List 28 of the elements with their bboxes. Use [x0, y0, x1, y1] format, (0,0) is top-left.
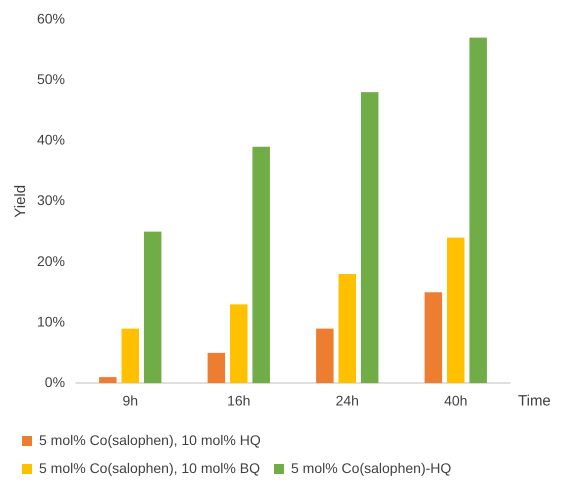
bar	[208, 352, 226, 384]
y-tick-label: 40%	[36, 132, 66, 148]
bar	[469, 38, 487, 384]
y-tick-label: 20%	[36, 252, 66, 269]
bar	[316, 328, 334, 384]
bar	[122, 328, 140, 384]
y-tick-label: 10%	[36, 313, 66, 330]
bar	[144, 232, 162, 384]
bar	[360, 92, 378, 384]
x-tick-label: 24h	[336, 392, 359, 408]
x-tick-label: 16h	[227, 392, 250, 408]
bar	[230, 304, 248, 384]
y-axis-title: Yield	[12, 184, 30, 218]
legend-label: 5 mol% Co(salophen), 10 mol% HQ	[39, 432, 261, 448]
bar	[424, 292, 442, 384]
bar	[338, 274, 356, 384]
y-tick-label: 30%	[36, 192, 66, 208]
legend-label: 5 mol% Co(salophen), 10 mol% BQ	[39, 460, 260, 476]
bar	[447, 238, 464, 384]
x-tick-label: 9h	[122, 392, 138, 408]
y-tick-label: 50%	[36, 70, 66, 87]
bar	[252, 146, 270, 384]
y-tick-label: 60%	[36, 10, 66, 26]
y-tick-label: 0%	[44, 374, 66, 390]
x-tick-label: 40h	[444, 392, 468, 408]
x-axis-title: Time	[518, 392, 551, 410]
legend-label: 5 mol% Co(salophen)-HQ	[290, 460, 452, 476]
bar	[99, 377, 117, 384]
